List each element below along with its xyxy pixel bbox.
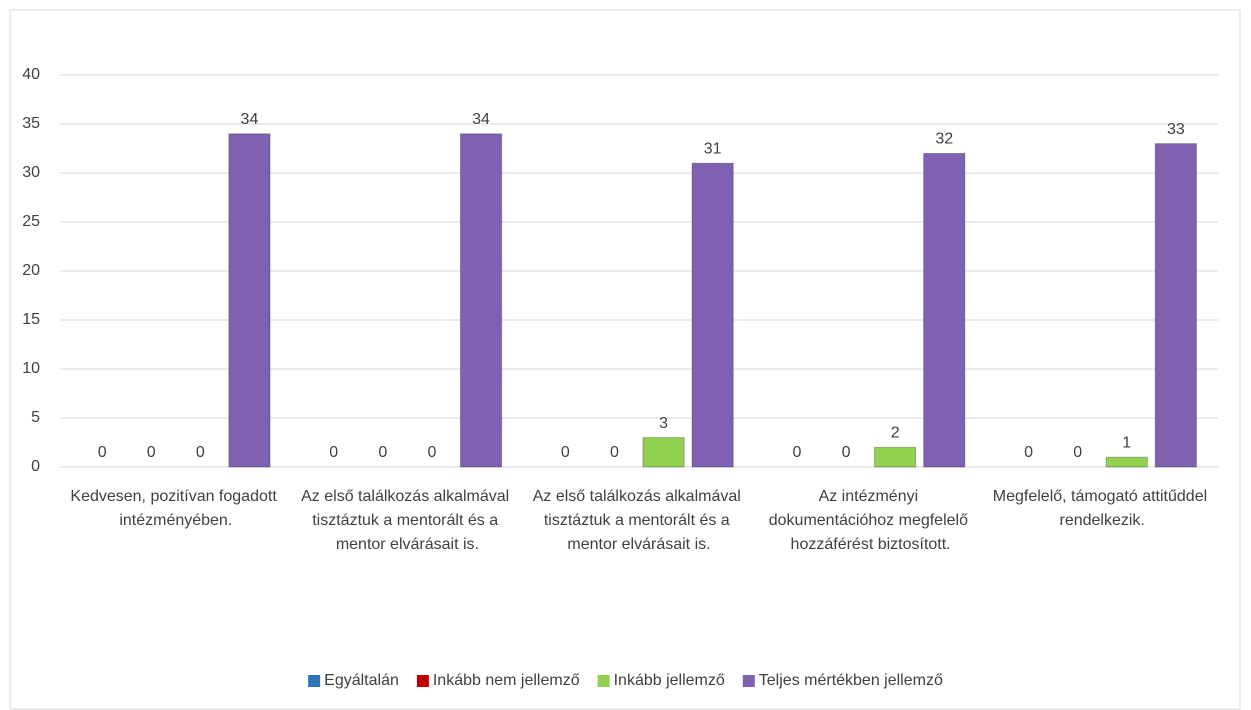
legend-label: Inkább nem jellemző bbox=[433, 672, 580, 689]
data-label: 0 bbox=[1073, 444, 1082, 461]
bar bbox=[228, 133, 271, 468]
y-tick-label: 35 bbox=[22, 115, 40, 132]
legend-label: Teljes mértékben jellemző bbox=[759, 672, 943, 689]
bar bbox=[1154, 143, 1197, 468]
bar bbox=[642, 437, 685, 468]
bar bbox=[459, 133, 503, 468]
legend-swatch bbox=[416, 675, 429, 687]
data-label: 2 bbox=[891, 425, 900, 442]
data-label: 32 bbox=[935, 131, 953, 148]
data-label: 33 bbox=[1167, 121, 1185, 138]
label-line: hozzáférést biztosított. bbox=[791, 536, 951, 553]
bar bbox=[691, 162, 734, 468]
legend-swatch bbox=[308, 675, 321, 687]
data-label: 0 bbox=[329, 444, 338, 461]
data-label: 34 bbox=[241, 111, 259, 128]
label-line: mentor elvárásait is. bbox=[567, 536, 710, 553]
label-line: dokumentációhoz megfelelő bbox=[769, 512, 973, 529]
legend-label: Inkább jellemző bbox=[614, 672, 725, 689]
data-label: 0 bbox=[147, 444, 156, 461]
label-line: intézményében. bbox=[119, 512, 232, 529]
label-line: Az intézményi bbox=[819, 488, 923, 505]
data-label: 3 bbox=[659, 415, 668, 432]
label-line: mentor elvárásait is. bbox=[336, 536, 479, 553]
data-label: 1 bbox=[1122, 434, 1131, 451]
bar bbox=[923, 152, 966, 468]
bar bbox=[1105, 456, 1148, 468]
x-tick-label: Az intézményi dokumentációhoz megfelelő … bbox=[769, 488, 973, 553]
data-label: 0 bbox=[1024, 444, 1033, 461]
y-tick-label: 20 bbox=[22, 262, 40, 279]
y-tick-label: 0 bbox=[31, 458, 40, 475]
data-label: 0 bbox=[98, 444, 107, 461]
data-label: 0 bbox=[196, 444, 205, 461]
data-label: 0 bbox=[561, 444, 570, 461]
data-label: 0 bbox=[610, 444, 619, 461]
data-label: 31 bbox=[704, 140, 722, 157]
x-tick-label: Kedvesen, pozitívan fogadott intézményéb… bbox=[70, 488, 281, 529]
label-line: Az első találkozás alkalmával bbox=[301, 488, 514, 505]
legend-swatch bbox=[742, 675, 755, 687]
x-tick-label: Megfelelő, támogató attitűddel rendelkez… bbox=[993, 488, 1212, 529]
label-line: Az első találkozás alkalmával bbox=[533, 488, 746, 505]
y-tick-label: 5 bbox=[31, 409, 40, 426]
label-line: tisztáztuk a mentorált és a bbox=[312, 512, 502, 529]
y-tick-label: 15 bbox=[22, 311, 40, 328]
x-tick-label: Az első találkozás alkalmával tisztáztuk… bbox=[533, 488, 746, 553]
legend-label: Egyáltalán bbox=[324, 672, 399, 689]
chart-frame bbox=[9, 9, 1241, 710]
y-tick-label: 40 bbox=[22, 66, 40, 83]
label-line: rendelkezik. bbox=[1060, 512, 1145, 529]
legend-swatch bbox=[597, 675, 610, 687]
label-line: Megfelelő, támogató attitűddel bbox=[993, 488, 1212, 505]
legend: Egyáltalán Inkább nem jellemző Inkább jell… bbox=[308, 672, 943, 689]
data-label: 0 bbox=[792, 444, 801, 461]
label-line: tisztáztuk a mentorált és a bbox=[544, 512, 734, 529]
bar bbox=[874, 446, 917, 468]
data-label: 0 bbox=[842, 444, 851, 461]
data-label: 34 bbox=[472, 111, 490, 128]
y-tick-label: 30 bbox=[22, 164, 40, 181]
y-tick-label: 25 bbox=[22, 213, 40, 230]
data-label: 0 bbox=[427, 444, 436, 461]
y-tick-label: 10 bbox=[22, 360, 40, 377]
data-label: 0 bbox=[378, 444, 387, 461]
x-tick-label: Az első találkozás alkalmával tisztáztuk… bbox=[301, 488, 514, 553]
label-line: Kedvesen, pozitívan fogadott bbox=[70, 488, 281, 505]
